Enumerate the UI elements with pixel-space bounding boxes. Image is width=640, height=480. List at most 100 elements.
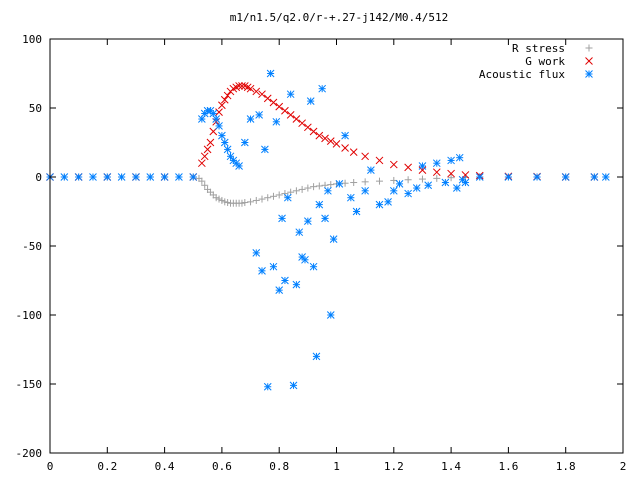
data-point xyxy=(252,249,261,257)
data-point xyxy=(312,352,321,361)
data-point xyxy=(361,178,369,186)
data-point xyxy=(281,276,289,285)
data-point xyxy=(404,163,412,172)
data-point xyxy=(318,84,327,93)
data-point xyxy=(246,115,255,123)
data-point xyxy=(404,176,412,184)
data-point xyxy=(264,194,272,202)
data-point xyxy=(395,180,404,188)
data-point xyxy=(432,159,441,168)
data-point xyxy=(203,145,212,154)
data-point xyxy=(292,280,301,289)
axes-layer: 0 0.2 0.4 0.6 0.8 1 1.2 1.4 1.6 1.8 2 100 50 0 -50 -100… xyxy=(16,33,627,473)
y-tick-label: -200 xyxy=(16,447,43,460)
data-point xyxy=(146,173,155,181)
data-point xyxy=(224,199,232,207)
data-point xyxy=(306,97,315,105)
data-point xyxy=(189,173,198,181)
data-point xyxy=(332,140,341,148)
chart-title: m1/n1.5/q2.0/r-+.27-j142/M0.4/512 xyxy=(230,11,449,24)
data-point xyxy=(455,153,464,162)
data-point xyxy=(289,381,298,390)
data-point xyxy=(433,174,441,182)
data-point xyxy=(215,122,223,130)
data-point xyxy=(117,173,126,181)
data-point xyxy=(315,200,324,209)
data-point xyxy=(461,171,470,179)
data-point xyxy=(329,235,338,243)
data-point xyxy=(321,134,329,143)
data-point xyxy=(424,181,433,190)
data-point xyxy=(240,138,249,147)
series-g-work xyxy=(46,82,599,181)
y-tick-label: -150 xyxy=(16,378,43,391)
data-point xyxy=(206,138,215,147)
plot-frame xyxy=(49,38,624,454)
data-point xyxy=(235,162,243,170)
x-tick-label: 0.4 xyxy=(155,460,175,473)
data-point xyxy=(252,196,260,204)
data-point xyxy=(258,195,266,203)
data-point xyxy=(220,95,229,104)
data-point xyxy=(275,286,284,295)
data-point xyxy=(201,181,209,189)
data-point xyxy=(255,111,263,119)
data-point xyxy=(275,102,284,111)
data-point xyxy=(283,193,292,202)
data-point xyxy=(241,199,249,207)
data-point xyxy=(212,194,220,202)
data-point xyxy=(220,138,229,147)
legend-marker xyxy=(585,44,593,52)
data-point xyxy=(263,382,272,391)
data-point xyxy=(252,87,261,96)
data-point xyxy=(266,69,275,78)
data-point xyxy=(418,162,427,170)
data-point xyxy=(281,106,289,115)
data-point xyxy=(74,173,83,181)
data-point xyxy=(292,115,301,123)
data-point xyxy=(226,152,235,161)
data-point xyxy=(303,217,312,226)
data-point xyxy=(238,82,246,90)
data-point xyxy=(441,178,450,187)
data-point xyxy=(278,214,286,223)
x-tick-label: 0.2 xyxy=(97,460,117,473)
data-point xyxy=(215,195,223,203)
x-tick-label: 1 xyxy=(333,460,340,473)
data-point xyxy=(389,186,398,195)
data-point xyxy=(352,207,361,216)
data-point xyxy=(160,173,169,181)
data-point xyxy=(269,262,278,271)
data-point xyxy=(341,144,349,152)
data-point xyxy=(304,184,312,192)
x-tick-label: 1.6 xyxy=(498,460,518,473)
data-point xyxy=(341,179,349,187)
data-point xyxy=(223,91,232,100)
data-point xyxy=(315,182,323,190)
data-point xyxy=(275,191,283,199)
data-point xyxy=(223,145,232,154)
data-point xyxy=(286,90,295,99)
data-point xyxy=(326,311,335,319)
data-point xyxy=(315,131,324,140)
data-point xyxy=(367,166,375,174)
y-tick-label: -50 xyxy=(22,240,42,253)
data-point xyxy=(404,189,412,198)
data-point xyxy=(321,214,329,223)
data-point xyxy=(341,131,349,140)
data-point xyxy=(200,152,209,161)
data-point xyxy=(298,119,306,128)
data-point xyxy=(475,173,484,181)
data-point xyxy=(218,101,226,110)
data-point xyxy=(303,123,312,132)
data-point xyxy=(601,173,610,181)
legend-label: R stress xyxy=(512,42,565,55)
data-point xyxy=(361,186,370,195)
data-point xyxy=(447,169,455,178)
data-point xyxy=(175,173,183,181)
data-point xyxy=(349,148,358,157)
data-point xyxy=(263,94,272,103)
